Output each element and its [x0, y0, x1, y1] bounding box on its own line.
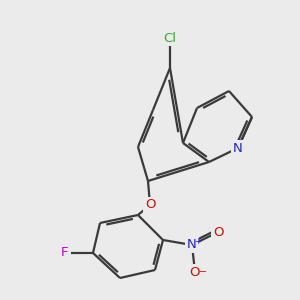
Text: −: −: [199, 267, 207, 277]
Text: O: O: [213, 226, 223, 238]
Text: N: N: [187, 238, 197, 251]
Text: N: N: [233, 142, 243, 154]
Text: F: F: [61, 247, 69, 260]
Text: +: +: [195, 236, 201, 245]
Text: O: O: [145, 199, 155, 212]
Text: Cl: Cl: [164, 32, 176, 44]
Text: O: O: [190, 266, 200, 278]
